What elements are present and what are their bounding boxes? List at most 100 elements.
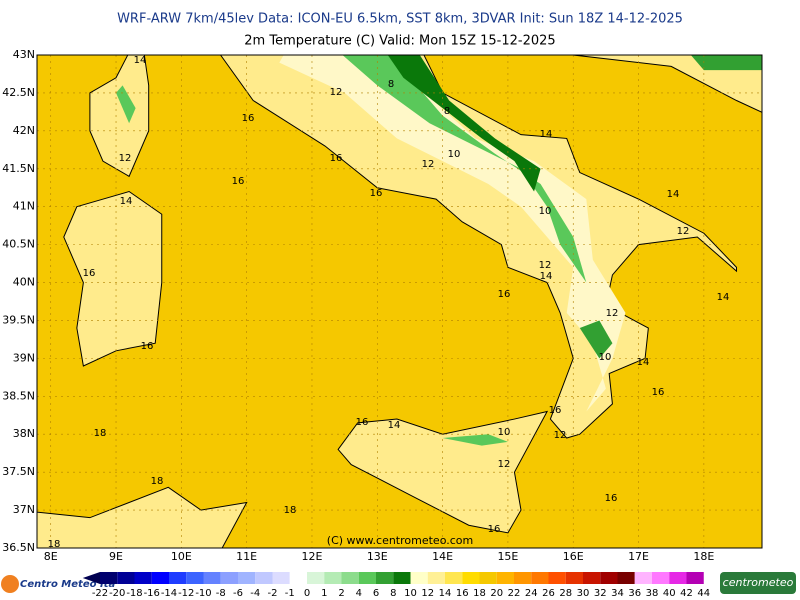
colorbar-box [496, 572, 514, 584]
colorbar-label: 8 [390, 588, 396, 599]
colorbar-label: 18 [473, 588, 486, 599]
colorbar-label: 6 [373, 588, 379, 599]
contour-label: 14 [717, 292, 730, 303]
contour-label: 12 [539, 260, 552, 271]
colorbar-box [238, 572, 256, 584]
colorbar-box [427, 572, 445, 584]
colorbar-label: 34 [611, 588, 624, 599]
logo-bg [720, 572, 796, 594]
y-tick-label: 37.5N [2, 465, 35, 478]
contour-label: 12 [606, 308, 619, 319]
colorbar-label: -18 [126, 588, 142, 599]
colorbar-box [531, 572, 549, 584]
contour-label: 18 [151, 476, 164, 487]
colorbar-label: 22 [508, 588, 521, 599]
green-dark [387, 55, 541, 192]
contour-label: 18 [48, 539, 61, 550]
colorbar-box [548, 572, 566, 584]
colorbar-label: 36 [628, 588, 641, 599]
y-tick-label: 38.5N [2, 389, 35, 402]
colorbar-box [445, 572, 463, 584]
y-tick-label: 40.5N [2, 238, 35, 251]
colorbar-label: -6 [233, 588, 243, 599]
colorbar-box [600, 572, 618, 584]
green-corsica [116, 85, 136, 124]
colorbar-label: 44 [697, 588, 710, 599]
colorbar-label: 12 [421, 588, 434, 599]
colorbar-label: -10 [195, 588, 211, 599]
contour-label: 14 [667, 189, 680, 200]
colorbar-box [462, 572, 480, 584]
contour-label: 14 [388, 420, 401, 431]
contour-label: 16 [549, 405, 562, 416]
colorbar-box [583, 572, 601, 584]
logo-left: Centro Meteo Ita [1, 575, 115, 593]
contour-label: 12 [119, 153, 132, 164]
colorbar-label: -2 [268, 588, 278, 599]
contour-label: 12 [498, 459, 511, 470]
colorbar-box [514, 572, 532, 584]
colorbar-label: -14 [161, 588, 177, 599]
contour-label: 16 [242, 113, 255, 124]
colorbar-box [100, 572, 118, 584]
map-frame [36, 54, 763, 549]
x-tick-label: 12E [302, 550, 323, 563]
colorbar-label: 10 [404, 588, 417, 599]
colorbar-box [652, 572, 670, 584]
contour-label: 18 [94, 428, 107, 439]
contour-label: 10 [599, 352, 612, 363]
y-tick-label: 36.5N [2, 541, 35, 554]
colorbar-box [617, 572, 635, 584]
contour-label: 16 [356, 417, 369, 428]
contour-label: 12 [677, 226, 690, 237]
x-tick-label: 18E [693, 550, 714, 563]
x-tick-label: 11E [236, 550, 257, 563]
contour-label: 10 [448, 149, 461, 160]
colorbar-label: 14 [439, 588, 452, 599]
colorbar-box [324, 572, 342, 584]
y-tick-label: 37N [13, 503, 35, 516]
colorbar-box [479, 572, 497, 584]
x-tick-label: 16E [563, 550, 584, 563]
colorbar-box [186, 572, 204, 584]
colorbar-label: -16 [144, 588, 160, 599]
colorbar-box [376, 572, 394, 584]
colorbar-box [307, 572, 325, 584]
y-tick-label: 38N [13, 427, 35, 440]
contour-label: 18 [284, 505, 297, 516]
colorbar-box [272, 572, 290, 584]
colorbar-box [410, 572, 428, 584]
colorbar-box [289, 572, 307, 584]
colorbar-label: 4 [356, 588, 362, 599]
green-balkans [690, 55, 762, 71]
colorbar-label: -22 [92, 588, 108, 599]
logo-right: centrometeo [720, 572, 796, 594]
colorbar-label: 16 [456, 588, 469, 599]
contour-label: 16 [370, 188, 383, 199]
contour-label: 8 [388, 79, 394, 90]
colorbar-label: 0 [304, 588, 310, 599]
green-sicily [442, 434, 508, 446]
contour-label: 14 [540, 271, 553, 282]
contour-label: 14 [120, 196, 133, 207]
y-tick-label: 41N [13, 200, 35, 213]
colorbar-label: 20 [490, 588, 503, 599]
contour-label: 8 [444, 106, 450, 117]
contour-label: 14 [637, 357, 650, 368]
colorbar-label: 42 [680, 588, 693, 599]
y-tick-label: 41.5N [2, 162, 35, 175]
colorbar-box [634, 572, 652, 584]
green-calabria [579, 320, 613, 359]
x-tick-label: 15E [497, 550, 518, 563]
x-tick-label: 10E [171, 550, 192, 563]
contour-label: 16 [232, 176, 245, 187]
colorbar-label: -20 [109, 588, 125, 599]
y-tick-label: 42N [13, 124, 35, 137]
y-tick-label: 42.5N [2, 86, 35, 99]
y-tick-label: 39.5N [2, 313, 35, 326]
colorbar-label: 40 [663, 588, 676, 599]
colorbar-label: 28 [559, 588, 572, 599]
land-corsica [89, 55, 150, 178]
x-tick-label: 9E [109, 550, 123, 563]
